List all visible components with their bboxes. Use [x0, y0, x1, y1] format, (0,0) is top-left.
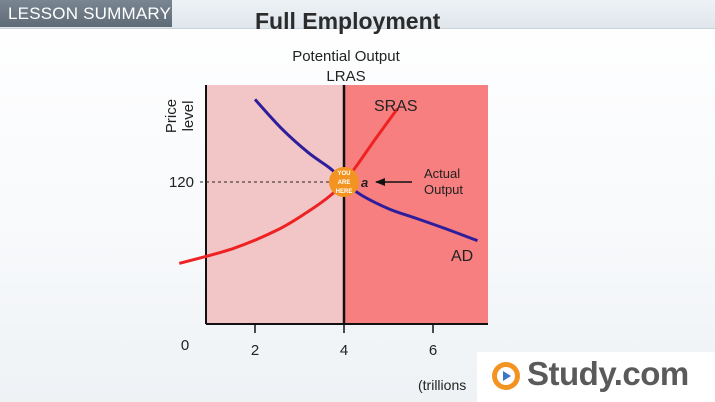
- x-tick-group: 2 4 6: [251, 324, 437, 359]
- actual-output-label-1: Actual: [424, 166, 460, 181]
- actual-output-label-2: Output: [424, 182, 463, 197]
- you-are-here-circle: [329, 167, 359, 198]
- marker-text-here: HERE: [336, 189, 353, 195]
- x-tick-label: 2: [251, 342, 259, 359]
- ad-label: AD: [451, 248, 473, 265]
- point-a-label: a: [361, 175, 368, 190]
- origin-label: 0: [181, 337, 189, 354]
- sras-label: SRAS: [374, 98, 418, 115]
- potential-output-label: Potential Output: [292, 48, 400, 65]
- y-axis-label-price: Price: [163, 99, 180, 133]
- study-logo: Study.com: [477, 352, 715, 402]
- lras-label: LRAS: [326, 68, 365, 85]
- above-potential-region: [344, 85, 488, 324]
- y-tick-group: 120: [169, 174, 194, 191]
- marker-text-you: YOU: [337, 171, 350, 177]
- x-tick-label: 6: [429, 342, 437, 359]
- y-axis-label-level: level: [180, 101, 197, 132]
- x-axis-label: (trillions: [418, 377, 466, 393]
- you-are-here-marker: YOU ARE HERE: [329, 167, 359, 198]
- slide-title: Full Employment: [255, 8, 441, 34]
- section-tab: LESSON SUMMARY: [0, 0, 172, 27]
- y-tick-label: 120: [169, 174, 194, 191]
- play-icon: [492, 362, 520, 390]
- study-logo-text: Study.com: [527, 355, 689, 392]
- sras-curve: [178, 107, 399, 265]
- marker-text-are: ARE: [338, 180, 351, 186]
- x-tick-label: 4: [340, 342, 348, 359]
